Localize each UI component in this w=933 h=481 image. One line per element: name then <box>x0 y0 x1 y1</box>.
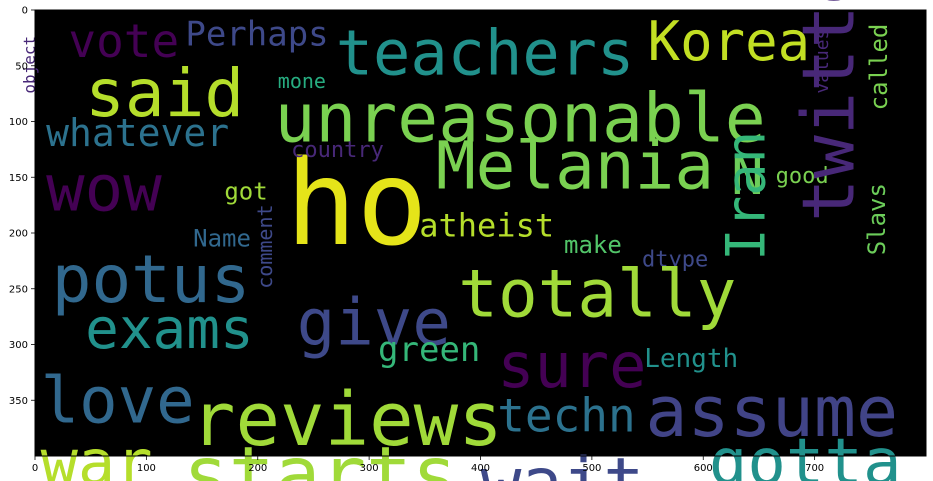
word-totally: totally <box>458 256 736 333</box>
word-dtype: dtype <box>642 247 708 272</box>
word-green: green <box>378 330 480 370</box>
x-tick-label: 300 <box>360 463 379 474</box>
word-sure: sure <box>497 329 646 402</box>
word-reviews: reviews <box>191 377 503 463</box>
y-tick-label: 100 <box>9 117 28 128</box>
word-gotta: gotta <box>709 426 902 481</box>
word-make: make <box>564 231 622 259</box>
y-tick-label: 150 <box>9 173 28 184</box>
y-tick-label: 50 <box>15 61 28 72</box>
word-korea: Korea <box>648 10 811 73</box>
word-starts: starts <box>183 430 458 481</box>
word-length: Length <box>644 344 738 374</box>
x-tick-label: 400 <box>471 463 490 474</box>
x-tick-label: 500 <box>582 463 601 474</box>
word-country: country <box>291 138 384 163</box>
word-n: N <box>731 144 764 207</box>
word-ho: ho <box>286 134 428 272</box>
word-love: love <box>41 365 195 439</box>
word-twitter: twitter <box>787 0 871 222</box>
word-called: called <box>865 24 893 111</box>
word-said: said <box>85 55 244 132</box>
x-tick-label: 700 <box>805 463 824 474</box>
x-tick-label: 200 <box>248 463 267 474</box>
word-techn: techn <box>497 388 635 442</box>
x-tick-label: 600 <box>694 463 713 474</box>
word-perhaps: Perhaps <box>185 15 328 55</box>
word-give: give <box>297 287 451 361</box>
y-tick-label: 300 <box>9 340 28 351</box>
word-got: got <box>224 178 267 206</box>
word-unreasonable: unreasonable <box>274 80 765 159</box>
word-assume: assume <box>645 371 898 453</box>
word-teachers: teachers <box>336 17 635 90</box>
y-tick-label: 350 <box>9 396 28 407</box>
word-iran: Iran <box>715 131 778 261</box>
word-comment: comment <box>253 204 277 288</box>
y-tick-label: 0 <box>22 6 28 17</box>
word-values: values <box>812 29 833 94</box>
x-axis: 0 100 200 300 400 500 600 700 <box>32 456 824 474</box>
y-tick-label: 250 <box>9 284 28 295</box>
x-tick-label: 0 <box>32 463 38 474</box>
plot-area <box>35 10 926 456</box>
word-slavs: Slavs <box>863 183 891 255</box>
word-atheist: atheist <box>419 206 554 244</box>
word-wow: wow <box>46 153 162 227</box>
word-mone: mone <box>278 69 326 93</box>
word-name: Name <box>193 224 251 252</box>
x-tick-label: 100 <box>137 463 156 474</box>
word-good: good <box>776 164 829 189</box>
word-object: object <box>20 36 39 94</box>
word-war: war <box>41 426 153 481</box>
word-vote: vote <box>68 14 179 68</box>
y-tick-label: 200 <box>9 229 28 240</box>
y-axis: 0 50 100 150 200 250 300 350 <box>9 6 35 407</box>
word-whatever: whatever <box>46 111 229 155</box>
word-potus: potus <box>52 241 251 318</box>
word-melania: Melania <box>436 127 714 204</box>
word-exams: exams <box>85 297 254 362</box>
word-wait: wait <box>481 444 645 481</box>
